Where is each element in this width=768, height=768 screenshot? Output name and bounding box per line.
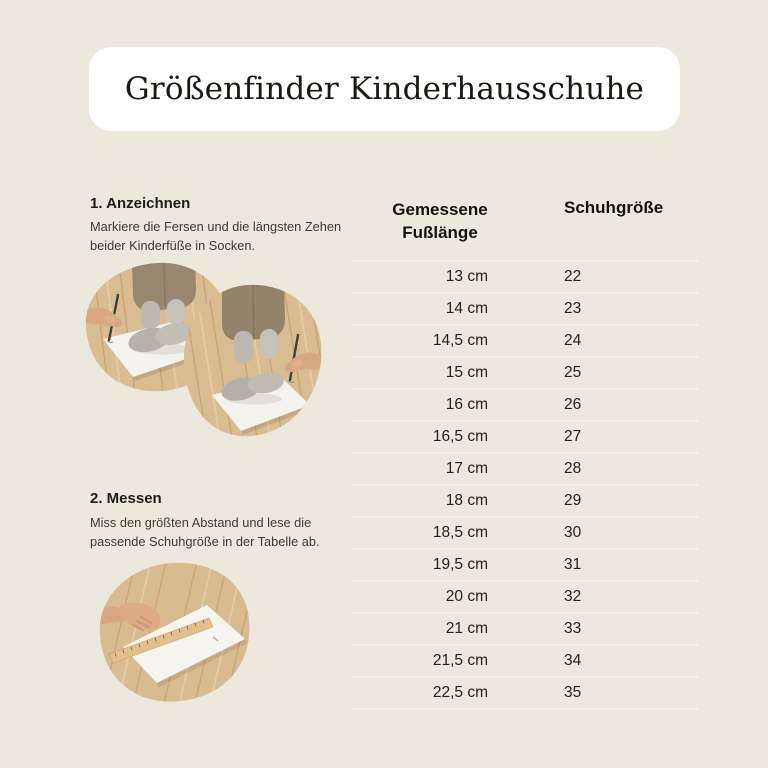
step1-description: Markiere die Fersen und die längsten Zeh… <box>90 219 342 253</box>
hand-on-ruler <box>99 602 161 632</box>
table-row: 20 cm 32 <box>352 582 698 614</box>
shoe-size-cell: 27 <box>564 428 582 445</box>
step2-heading: 2. Messen <box>90 490 162 507</box>
step1-photo-left <box>85 262 229 392</box>
title-card: Größenfinder Kinderhausschuhe <box>89 47 680 131</box>
foot-length-cell: 13 cm <box>445 268 488 285</box>
foot-length-cell: 20 cm <box>445 588 488 605</box>
step1-photo-right <box>183 284 322 437</box>
size-table: Gemessene Fußlänge Schuhgröße 13 cm 22 1… <box>352 196 698 710</box>
foot-length-cell: 19,5 cm <box>432 556 488 573</box>
table-row: 18,5 cm 30 <box>352 518 698 550</box>
child-feet-socks <box>221 329 284 405</box>
step1-heading: 1. Anzeichnen <box>90 195 191 212</box>
page-title: Größenfinder Kinderhausschuhe <box>124 71 645 107</box>
hand-with-pencil <box>284 333 322 383</box>
shoe-size-cell: 29 <box>564 492 582 509</box>
shoe-size-cell: 35 <box>564 684 582 701</box>
table-row: 18 cm 29 <box>352 486 698 518</box>
shoe-size-cell: 24 <box>564 332 582 349</box>
table-row: 17 cm 28 <box>352 454 698 486</box>
column-header-foot-length: Gemessene Fußlänge <box>392 200 488 242</box>
foot-length-cell: 21 cm <box>445 620 488 637</box>
shoe-size-cell: 31 <box>564 556 582 573</box>
step2-photo <box>99 562 250 702</box>
table-row: 21 cm 33 <box>352 614 698 646</box>
foot-length-cell: 21,5 cm <box>432 652 488 669</box>
foot-length-cell: 15 cm <box>445 364 488 381</box>
shoe-size-cell: 30 <box>564 524 582 541</box>
column-header-shoe-size: Schuhgröße <box>564 198 664 217</box>
shoe-size-cell: 26 <box>564 396 582 413</box>
table-row: 15 cm 25 <box>352 358 698 390</box>
size-table-header: Gemessene Fußlänge Schuhgröße <box>352 196 698 260</box>
foot-length-cell: 18,5 cm <box>432 524 488 541</box>
table-row: 22,5 cm 35 <box>352 678 698 710</box>
shoe-size-cell: 23 <box>564 300 582 317</box>
paper-sheet <box>123 605 247 687</box>
foot-length-cell: 16,5 cm <box>432 428 488 445</box>
child-legs-pants <box>132 262 196 311</box>
child-feet-socks <box>128 299 193 355</box>
shoe-size-cell: 33 <box>564 620 582 637</box>
child-legs-pants <box>222 284 285 341</box>
foot-length-cell: 14,5 cm <box>432 332 488 349</box>
foot-length-cell: 18 cm <box>445 492 488 509</box>
shoe-size-cell: 28 <box>564 460 582 477</box>
table-row: 16 cm 26 <box>352 390 698 422</box>
table-row: 14,5 cm 24 <box>352 326 698 358</box>
table-row: 14 cm 23 <box>352 294 698 326</box>
shoe-size-cell: 34 <box>564 652 582 669</box>
foot-length-cell: 22,5 cm <box>432 684 488 701</box>
shoe-size-cell: 32 <box>564 588 582 605</box>
table-row: 21,5 cm 34 <box>352 646 698 678</box>
table-row: 13 cm 22 <box>352 262 698 294</box>
shoe-size-cell: 25 <box>564 364 582 381</box>
foot-length-cell: 16 cm <box>445 396 488 413</box>
step2-description: Miss den größten Abstand und lese die pa… <box>90 515 320 549</box>
shoe-size-cell: 22 <box>564 268 582 285</box>
table-row: 19,5 cm 31 <box>352 550 698 582</box>
foot-length-cell: 17 cm <box>445 460 488 477</box>
pencil-mark <box>212 636 219 642</box>
wooden-ruler <box>108 617 214 664</box>
hand-with-pencil <box>85 293 123 343</box>
table-row: 16,5 cm 27 <box>352 422 698 454</box>
foot-length-cell: 14 cm <box>445 300 488 317</box>
size-table-body: 13 cm 22 14 cm 23 14,5 cm 24 15 cm 25 16… <box>352 260 698 710</box>
